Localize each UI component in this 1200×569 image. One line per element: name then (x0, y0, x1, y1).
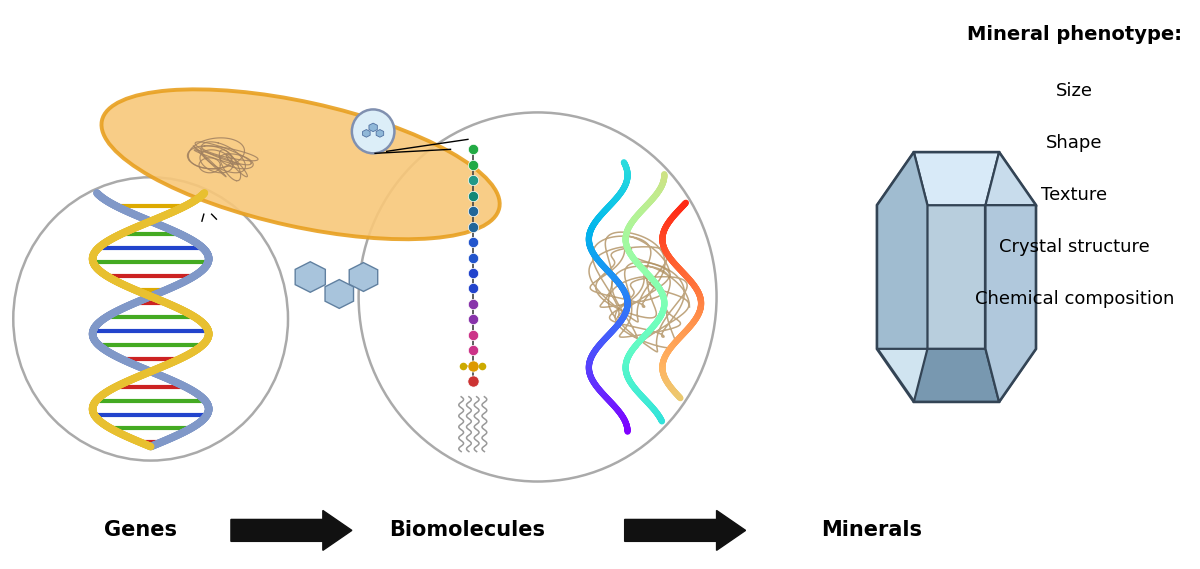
Polygon shape (325, 279, 354, 308)
Point (454, 361, 473, 370)
Point (463, 222, 482, 231)
Point (463, 207, 482, 216)
Circle shape (359, 113, 716, 481)
Text: Genes: Genes (104, 521, 178, 541)
Polygon shape (877, 152, 928, 349)
FancyArrow shape (230, 510, 352, 550)
Polygon shape (914, 349, 1000, 402)
Polygon shape (349, 263, 378, 291)
Point (473, 361, 492, 370)
Point (463, 237, 482, 246)
Text: Minerals: Minerals (821, 521, 922, 541)
Point (463, 299, 482, 308)
Polygon shape (368, 123, 377, 131)
Ellipse shape (102, 89, 499, 239)
Polygon shape (295, 262, 325, 292)
Point (463, 284, 482, 293)
Circle shape (13, 178, 288, 460)
Text: Mineral phenotype:: Mineral phenotype: (967, 24, 1182, 44)
Point (463, 160, 482, 170)
Point (463, 145, 482, 154)
Point (463, 346, 482, 355)
Text: Chemical composition: Chemical composition (974, 290, 1174, 308)
Point (463, 191, 482, 200)
Polygon shape (985, 205, 1036, 402)
FancyArrow shape (625, 510, 745, 550)
Text: Biomolecules: Biomolecules (389, 521, 545, 541)
Polygon shape (928, 205, 985, 349)
Text: Shape: Shape (1046, 134, 1103, 152)
Text: Size: Size (1056, 83, 1093, 101)
Point (463, 253, 482, 262)
Text: Texture: Texture (1042, 186, 1108, 204)
Point (463, 377, 482, 386)
Polygon shape (985, 152, 1036, 205)
Polygon shape (376, 130, 384, 137)
Text: Crystal structure: Crystal structure (1000, 238, 1150, 256)
Circle shape (352, 109, 395, 153)
Polygon shape (914, 152, 1000, 205)
Point (463, 331, 482, 340)
Point (463, 315, 482, 324)
Polygon shape (362, 130, 370, 137)
Point (463, 361, 482, 370)
Polygon shape (877, 152, 1036, 402)
Point (463, 269, 482, 278)
Point (463, 176, 482, 185)
